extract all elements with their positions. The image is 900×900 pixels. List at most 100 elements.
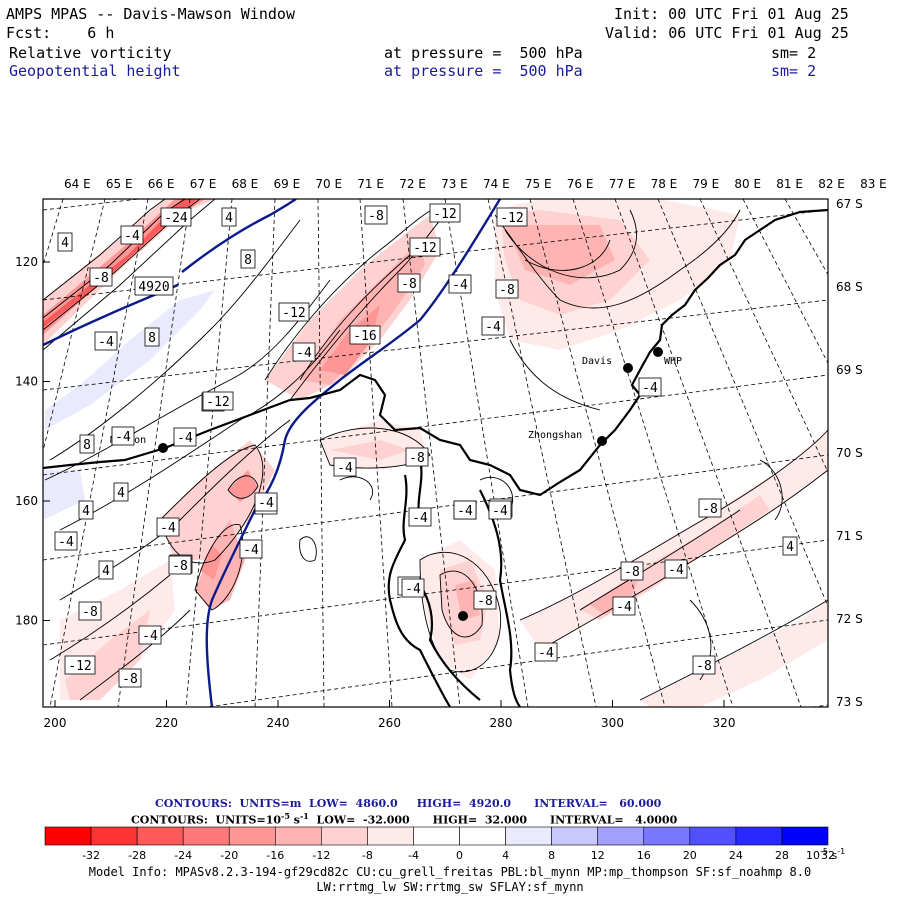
contour-label: 4 — [98, 560, 114, 580]
lon-label: 81 E — [776, 177, 803, 191]
contour-label-text: -4 — [337, 461, 353, 476]
field1-level: at pressure = 500 hPa — [384, 44, 583, 62]
lon-label: 76 E — [567, 177, 594, 191]
contour-label: -8 — [397, 273, 421, 293]
lon-label: 67 E — [190, 177, 217, 191]
contour-label-text: -8 — [624, 565, 640, 580]
contour-label-text: -16 — [353, 329, 376, 344]
contour-label-text: -4 — [177, 431, 193, 446]
contour-label: 4 — [78, 500, 94, 520]
contour-label: -8 — [89, 267, 113, 287]
lat-label: 70 S — [836, 446, 863, 460]
contour-label-text: -4 — [258, 496, 274, 511]
contour-label-text: 4 — [61, 236, 69, 251]
lon-label: 70 E — [315, 177, 342, 191]
contour-label-text: -4 — [243, 543, 259, 558]
vort-info-exp: -5 — [281, 811, 290, 821]
contour-label-text: -4 — [538, 646, 554, 661]
lon-label: 73 E — [441, 177, 468, 191]
field1-smoothing: sm= 2 — [771, 44, 817, 62]
colorbar-label: -4 — [408, 849, 419, 862]
contour-label: -4 — [138, 625, 162, 645]
colorbar-swatch — [551, 826, 599, 846]
vort-info-exp2: -1 — [299, 811, 309, 821]
contour-label-text: -12 — [500, 211, 523, 226]
contour-label: 4 — [113, 482, 129, 502]
colorbar-swatch — [643, 826, 691, 846]
map-title: AMPS MPAS -- Davis-Mawson Window — [6, 5, 295, 23]
lon-label: 69 E — [274, 177, 301, 191]
contour-label-text: -8 — [368, 209, 384, 224]
station-dot-inland[interactable] — [458, 611, 468, 621]
colorbar-label: 20 — [683, 849, 697, 862]
model-info-physics: LW:rrtmg_lw SW:rrtmg_sw SFLAY:sf_mynn — [316, 880, 584, 894]
colorbar-label: -32 — [82, 849, 100, 862]
contour-label-text: 4 — [117, 486, 125, 501]
x-tick-label: 280 — [490, 716, 513, 730]
contour-label-text: -4 — [296, 346, 312, 361]
station-dot-zhongshan[interactable] — [597, 436, 607, 446]
vort-info-suffix: s — [289, 813, 300, 827]
contour-label: -8 — [495, 279, 519, 299]
lon-label: 82 E — [818, 177, 845, 191]
model-info: Model Info: MPASv8.2.3-194-gf29cd82c CU:… — [88, 865, 812, 879]
colorbar-unit: 10-5 s-1 — [806, 847, 845, 862]
colorbar-swatch — [459, 826, 506, 846]
x-axis-ticks: 200 220 240 260 280 300 320 — [44, 700, 735, 730]
contour-label-text: -4 — [492, 504, 508, 519]
vort-info-rest: LOW= -32.000 HIGH= 32.000 INTERVAL= 4.00… — [308, 813, 678, 827]
contour-label-text: -8 — [93, 271, 109, 286]
colorbar-label: -8 — [362, 849, 373, 862]
station-dot-whp[interactable] — [653, 347, 663, 357]
colorbar-label: 32 — [821, 849, 835, 862]
colorbar-label: 24 — [729, 849, 743, 862]
colorbar-label: 28 — [775, 849, 789, 862]
colorbar-label: -28 — [128, 849, 146, 862]
contour-label-text: -24 — [164, 211, 188, 226]
contour-label: -8 — [118, 668, 142, 688]
colorbar-swatch — [413, 826, 460, 846]
y-tick-label: 160 — [15, 494, 38, 508]
contour-labels: -24 4 -4 4 -8 -12 -12 -12 8 -8 4920 -4 -8 -4 -8 -12 -4 8 -… — [54, 203, 798, 688]
contour-label-text: -8 — [82, 605, 98, 620]
contour-label: -4 — [333, 457, 357, 477]
station-dot-davis[interactable] — [623, 363, 633, 373]
station-label-whp: WHP — [664, 356, 682, 367]
contour-label-text: -4 — [616, 600, 632, 615]
lat-lon-grid — [43, 199, 828, 707]
contour-label-text: -8 — [477, 594, 493, 609]
colorbar-swatch — [321, 826, 368, 846]
contour-label-text: -4 — [160, 521, 176, 536]
x-tick-label: 240 — [267, 716, 290, 730]
contour-label: -4 — [534, 642, 558, 662]
contour-label: -4 — [156, 517, 180, 537]
contour-label: 4 — [57, 232, 73, 252]
lat-label: 68 S — [836, 280, 863, 294]
contour-label-text: -8 — [122, 672, 138, 687]
station-dot-mawson[interactable] — [158, 443, 168, 453]
contour-label: -12 — [409, 237, 441, 257]
station-markers — [158, 347, 663, 621]
lon-label: 79 E — [693, 177, 720, 191]
contour-label-text: -8 — [401, 277, 417, 292]
contour-label-text: -8 — [702, 502, 718, 517]
contour-label: -12 — [64, 655, 96, 675]
lat-label: 72 S — [836, 612, 863, 626]
contour-label: -4 — [488, 500, 512, 520]
lon-label: 66 E — [148, 177, 175, 191]
colorbar-swatch — [228, 826, 276, 846]
contour-label: -4 — [54, 531, 78, 551]
field2-smoothing: sm= 2 — [771, 62, 817, 80]
colorbar-label: 4 — [502, 849, 509, 862]
colorbar-label: -12 — [312, 849, 330, 862]
contour-label-text: -4 — [115, 430, 131, 445]
colorbar-swatch — [505, 826, 552, 846]
lon-label: 77 E — [609, 177, 636, 191]
field1-name: Relative vorticity — [9, 44, 172, 62]
contour-label-text: 4 — [82, 504, 90, 519]
y-tick-label: 140 — [15, 375, 38, 389]
x-tick-label: 200 — [44, 716, 67, 730]
contour-label: 4 — [221, 207, 237, 227]
colorbar-swatch — [689, 826, 737, 846]
